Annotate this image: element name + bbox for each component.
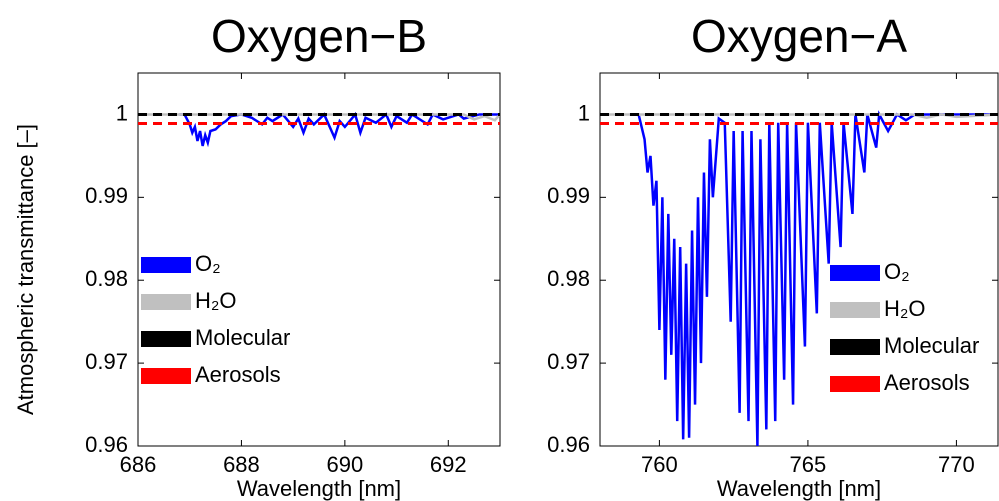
y-tick-label: 0.97	[85, 349, 128, 374]
series-line	[179, 111, 500, 148]
series-line	[629, 110, 998, 446]
legend: O₂ H₂O Molecular Aerosols	[830, 259, 979, 395]
x-tick-label: 686	[120, 452, 157, 477]
y-tick-label: 1	[116, 100, 128, 125]
legend-swatch	[141, 368, 191, 384]
legend-label: Molecular	[195, 325, 290, 350]
x-tick-label: 760	[641, 452, 678, 477]
legend-label: O₂	[884, 259, 910, 284]
legend-label: O₂	[195, 251, 221, 276]
legend-swatch	[830, 265, 880, 281]
y-tick-label: 1	[578, 100, 590, 125]
legend-swatch	[830, 376, 880, 392]
legend-swatch	[830, 302, 880, 318]
y-tick-label: 0.98	[547, 266, 590, 291]
legend: O₂ H₂O Molecular Aerosols	[141, 251, 290, 387]
legend-swatch	[141, 331, 191, 347]
legend-label: Aerosols	[884, 370, 970, 395]
legend-swatch	[141, 257, 191, 273]
x-tick-label: 688	[223, 452, 260, 477]
chart-title: Oxygen−A	[691, 10, 907, 62]
plot-area	[600, 110, 998, 446]
y-tick-label: 0.97	[547, 349, 590, 374]
x-tick-label: 692	[430, 452, 467, 477]
y-tick-label: 0.99	[547, 183, 590, 208]
axes-frame	[599, 72, 999, 447]
x-axis-label: Wavelength [nm]	[237, 476, 401, 501]
legend-label: Aerosols	[195, 362, 281, 387]
legend-swatch	[830, 339, 880, 355]
y-tick-label: 0.99	[85, 183, 128, 208]
x-tick-label: 770	[938, 452, 975, 477]
legend-label: Molecular	[884, 333, 979, 358]
legend-label: H₂O	[884, 296, 926, 321]
x-tick-label: 765	[790, 452, 827, 477]
chart-title: Oxygen−B	[211, 10, 427, 62]
y-tick-label: 0.96	[547, 432, 590, 457]
y-tick-label: 0.96	[85, 432, 128, 457]
legend-label: H₂O	[195, 288, 237, 313]
legend-swatch	[141, 294, 191, 310]
x-tick-label: 690	[326, 452, 363, 477]
y-axis-label: Atmospheric transmittance [–]	[13, 124, 38, 415]
axes-frame	[137, 72, 501, 447]
x-axis-label: Wavelength [nm]	[717, 476, 881, 501]
plot-area	[138, 111, 500, 148]
y-tick-label: 0.98	[85, 266, 128, 291]
